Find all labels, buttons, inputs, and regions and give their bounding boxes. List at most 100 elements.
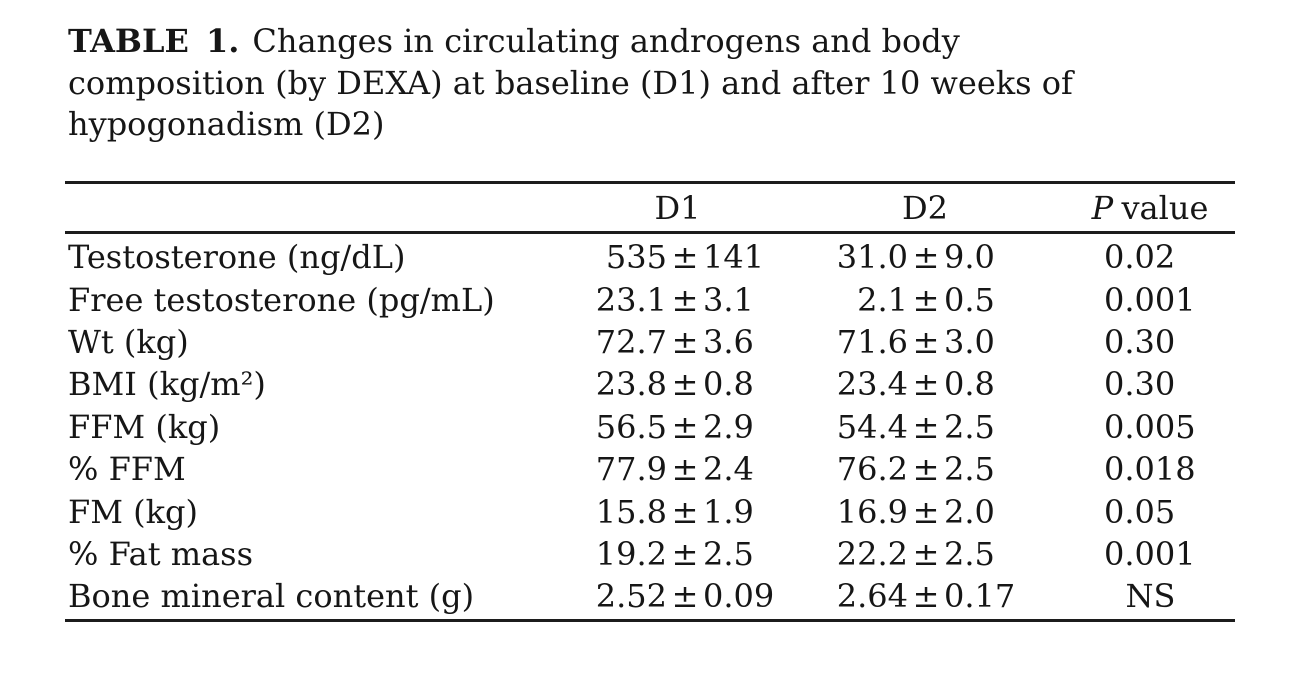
d2-mean: 76.2 bbox=[836, 450, 908, 489]
d2-sd: 2.5 bbox=[944, 407, 995, 446]
caption-line-1: TABLE 1. Changes in circulating androgens… bbox=[68, 21, 1208, 63]
d2-value-cell: 71.6 ± 3.0 bbox=[800, 323, 1050, 361]
d1-value-cell: 23.8 ± 0.8 bbox=[555, 365, 800, 403]
row-label: FM (kg) bbox=[68, 492, 198, 531]
d1-value-cell: 72.7 ± 3.6 bbox=[555, 323, 800, 361]
plus-minus-sign-d2: ± bbox=[912, 492, 940, 531]
table-row: Free testosterone (pg/mL) 23.1 ± 3.1 2.1… bbox=[65, 278, 1235, 320]
d1-sd: 3.1 bbox=[703, 280, 754, 319]
table-row: % FFM 77.9 ± 2.4 76.2 ± 2.5 0.018 bbox=[65, 448, 1235, 490]
row-label: Free testosterone (pg/mL) bbox=[68, 280, 495, 319]
plus-minus-sign-d1: ± bbox=[671, 534, 699, 573]
d2-value-cell: 22.2 ± 2.5 bbox=[800, 535, 1050, 573]
d2-value-cell: 16.9 ± 2.0 bbox=[800, 493, 1050, 531]
row-label: FFM (kg) bbox=[68, 407, 221, 446]
d1-value-cell: 56.5 ± 2.9 bbox=[555, 408, 800, 446]
plus-minus-sign-d2: ± bbox=[912, 534, 940, 573]
d2-mean: 16.9 bbox=[836, 492, 908, 531]
p-value: NS bbox=[1125, 577, 1176, 616]
p-value: 0.30 bbox=[1104, 365, 1176, 404]
p-value: 0.05 bbox=[1104, 492, 1176, 531]
plus-minus-sign-d1: ± bbox=[671, 577, 699, 616]
p-value: 0.001 bbox=[1104, 280, 1196, 319]
plus-minus-sign-d2: ± bbox=[912, 407, 940, 446]
d2-mean: 31.0 bbox=[836, 238, 908, 277]
d1-value-cell: 23.1 ± 3.1 bbox=[555, 281, 800, 319]
caption-text-2: composition (by DEXA) at baseline (D1) a… bbox=[68, 63, 1073, 102]
d1-value-cell: 15.8 ± 1.9 bbox=[555, 493, 800, 531]
table-row: BMI (kg/m²) 23.8 ± 0.8 23.4 ± 0.8 0.30 bbox=[65, 363, 1235, 405]
d1-mean: 23.1 bbox=[595, 280, 667, 319]
d2-value-cell: 2.64 ± 0.17 bbox=[800, 577, 1050, 615]
d1-sd: 2.4 bbox=[703, 450, 754, 489]
row-label: Bone mineral content (g) bbox=[68, 577, 475, 616]
d1-mean: 535 bbox=[605, 238, 667, 277]
d2-value-cell: 31.0 ± 9.0 bbox=[800, 238, 1050, 276]
d2-sd: 0.5 bbox=[944, 280, 995, 319]
plus-minus-sign-d1: ± bbox=[671, 322, 699, 361]
d2-mean: 22.2 bbox=[836, 534, 908, 573]
d2-sd: 3.0 bbox=[944, 322, 995, 361]
table-caption: TABLE 1. Changes in circulating androgens… bbox=[68, 21, 1208, 146]
d1-value-cell: 19.2 ± 2.5 bbox=[555, 535, 800, 573]
d1-value-cell: 2.52 ± 0.09 bbox=[555, 577, 800, 615]
table-row: Bone mineral content (g) 2.52 ± 0.09 2.6… bbox=[65, 575, 1235, 617]
d1-sd: 141 bbox=[703, 238, 765, 277]
p-value: 0.001 bbox=[1104, 534, 1196, 573]
plus-minus-sign-d2: ± bbox=[912, 365, 940, 404]
d1-sd: 2.5 bbox=[703, 534, 754, 573]
d1-mean: 19.2 bbox=[595, 534, 667, 573]
plus-minus-sign-d2: ± bbox=[912, 280, 940, 319]
d1-mean: 2.52 bbox=[595, 577, 667, 616]
d2-sd: 9.0 bbox=[944, 238, 995, 277]
plus-minus-sign-d2: ± bbox=[912, 577, 940, 616]
p-symbol: P bbox=[1091, 188, 1114, 227]
d2-mean: 2.64 bbox=[836, 577, 908, 616]
d1-value-cell: 535 ± 141 bbox=[555, 238, 800, 276]
d2-mean: 71.6 bbox=[836, 322, 908, 361]
d2-sd: 2.0 bbox=[944, 492, 995, 531]
plus-minus-sign-d1: ± bbox=[671, 365, 699, 404]
d1-mean: 23.8 bbox=[595, 365, 667, 404]
table-body: Testosterone (ng/dL) 535 ± 141 31.0 ± 9.… bbox=[65, 234, 1235, 619]
column-header-d2: D2 bbox=[901, 188, 948, 227]
table-number-label: TABLE 1. bbox=[68, 22, 240, 60]
p-value: 0.018 bbox=[1104, 450, 1196, 489]
plus-minus-sign-d1: ± bbox=[671, 238, 699, 277]
table-row: Wt (kg) 72.7 ± 3.6 71.6 ± 3.0 0.30 bbox=[65, 321, 1235, 363]
row-label: % FFM bbox=[68, 450, 186, 489]
d2-sd: 2.5 bbox=[944, 450, 995, 489]
d2-sd: 0.8 bbox=[944, 365, 995, 404]
row-label: % Fat mass bbox=[68, 534, 253, 573]
p-value: 0.005 bbox=[1104, 407, 1196, 446]
caption-text-1: Changes in circulating androgens and bod… bbox=[252, 22, 960, 60]
plus-minus-sign-d2: ± bbox=[912, 238, 940, 277]
d1-mean: 15.8 bbox=[595, 492, 667, 531]
d2-value-cell: 23.4 ± 0.8 bbox=[800, 365, 1050, 403]
d1-sd: 3.6 bbox=[703, 322, 754, 361]
row-label: BMI (kg/m²) bbox=[68, 365, 266, 404]
table-row: FFM (kg) 56.5 ± 2.9 54.4 ± 2.5 0.005 bbox=[65, 406, 1235, 448]
plus-minus-sign-d1: ± bbox=[671, 407, 699, 446]
p-value: 0.02 bbox=[1104, 238, 1176, 277]
row-label: Wt (kg) bbox=[68, 322, 189, 361]
plus-minus-sign-d1: ± bbox=[671, 280, 699, 319]
d1-sd: 0.09 bbox=[703, 577, 775, 616]
row-label: Testosterone (ng/dL) bbox=[68, 238, 406, 277]
plus-minus-sign-d1: ± bbox=[671, 492, 699, 531]
d1-sd: 2.9 bbox=[703, 407, 754, 446]
table-row: % Fat mass 19.2 ± 2.5 22.2 ± 2.5 0.001 bbox=[65, 533, 1235, 575]
d2-sd: 0.17 bbox=[944, 577, 1016, 616]
column-header-d1: D1 bbox=[654, 188, 701, 227]
p-value-word: value bbox=[1121, 188, 1209, 227]
plus-minus-sign-d2: ± bbox=[912, 450, 940, 489]
d2-value-cell: 2.1 ± 0.5 bbox=[800, 281, 1050, 319]
d1-mean: 56.5 bbox=[595, 407, 667, 446]
d2-mean: 54.4 bbox=[836, 407, 908, 446]
d1-value-cell: 77.9 ± 2.4 bbox=[555, 450, 800, 488]
d2-value-cell: 76.2 ± 2.5 bbox=[800, 450, 1050, 488]
d1-mean: 72.7 bbox=[595, 322, 667, 361]
